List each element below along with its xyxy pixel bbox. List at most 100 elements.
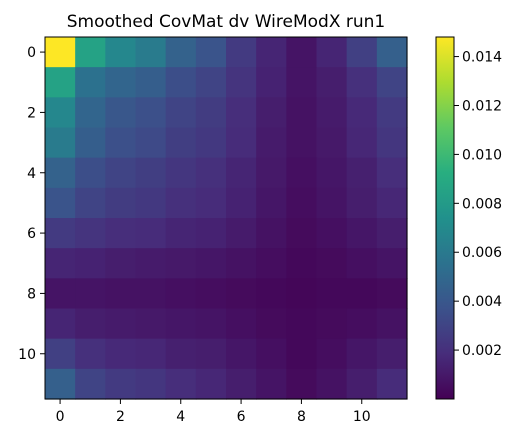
heatmap-cell	[105, 278, 137, 310]
y-tick-label: 0	[27, 45, 36, 61]
heatmap-cell	[256, 278, 287, 310]
heatmap-cell	[346, 308, 378, 340]
heatmap-cell	[135, 278, 167, 310]
heatmap-cell	[165, 157, 197, 189]
heatmap-cell	[256, 67, 287, 98]
heatmap-cell	[256, 37, 287, 68]
heatmap-cell	[376, 368, 408, 400]
heatmap-cell	[226, 368, 257, 400]
heatmap-cell	[346, 248, 378, 279]
y-tick-label: 8	[27, 286, 36, 302]
heatmap-cell	[165, 97, 197, 129]
heatmap-cell	[226, 187, 257, 219]
heatmap-cell	[316, 368, 348, 400]
heatmap-cell	[346, 338, 378, 370]
heatmap-cell	[135, 338, 167, 370]
heatmap-cell	[165, 308, 197, 340]
heatmap-cell	[195, 67, 227, 98]
heatmap-cell	[45, 97, 76, 129]
heatmap-cell	[256, 127, 287, 159]
heatmap-cell	[45, 308, 76, 340]
heatmap-cell	[376, 278, 408, 310]
heatmap-cell	[316, 37, 348, 68]
heatmap-cell	[165, 218, 197, 249]
colorbar-axis: 0.002 0.004 0.006 0.008 0.010 0.012 0.014	[454, 50, 502, 359]
heatmap-cell	[105, 157, 137, 189]
heatmap-cell	[45, 37, 76, 68]
heatmap-cell	[105, 187, 137, 219]
heatmap-cell	[105, 37, 137, 68]
heatmap-cell	[286, 278, 318, 310]
heatmap-cell	[75, 308, 106, 340]
heatmap-cell	[75, 127, 106, 159]
heatmap-cell	[135, 67, 167, 98]
heatmap-cell	[286, 187, 318, 219]
y-tick-label: 10	[18, 347, 36, 363]
heatmap-cell	[376, 248, 408, 279]
heatmap-cell	[376, 308, 408, 340]
heatmap-cell	[226, 218, 257, 249]
heatmap-cell	[75, 187, 106, 219]
heatmap-cell	[105, 338, 137, 370]
heatmap-cell	[286, 308, 318, 340]
heatmap-cell	[165, 187, 197, 219]
heatmap-cell	[346, 97, 378, 129]
heatmap-cell	[286, 127, 318, 159]
heatmap-cell	[165, 278, 197, 310]
heatmap-cell	[226, 67, 257, 98]
heatmap-cell	[376, 67, 408, 98]
heatmap-cell	[165, 127, 197, 159]
colorbar-tick-label: 0.014	[462, 50, 502, 66]
heatmap-cell	[226, 37, 257, 68]
heatmap-frame	[44, 36, 408, 400]
heatmap-cell	[135, 37, 167, 68]
heatmap-cell	[105, 218, 137, 249]
heatmap-cell	[195, 278, 227, 310]
heatmap-cell	[286, 157, 318, 189]
heatmap-cell	[346, 67, 378, 98]
heatmap-cell	[195, 338, 227, 370]
heatmap-cell	[105, 248, 137, 279]
heatmap-cell	[376, 37, 408, 68]
colorbar-tick-label: 0.008	[462, 196, 502, 212]
heatmap-cell	[105, 67, 137, 98]
heatmap-cell	[226, 127, 257, 159]
heatmap-cell	[135, 308, 167, 340]
x-tick-label: 6	[237, 409, 246, 425]
heatmap-cell	[376, 157, 408, 189]
heatmap-cell	[256, 308, 287, 340]
heatmap-cell	[75, 368, 106, 400]
heatmap-cell	[316, 248, 348, 279]
heatmap-cell	[135, 187, 167, 219]
heatmap-cell	[256, 187, 287, 219]
heatmap-cell	[105, 127, 137, 159]
heatmap-cell	[45, 218, 76, 249]
heatmap-cell	[346, 157, 378, 189]
heatmap-cell	[165, 368, 197, 400]
colorbar-tick-label: 0.004	[462, 294, 502, 310]
heatmap-cell	[45, 278, 76, 310]
heatmap-cell	[256, 157, 287, 189]
heatmap-cell	[195, 248, 227, 279]
heatmap-cell	[105, 368, 137, 400]
heatmap-cell	[105, 308, 137, 340]
heatmap-cell	[256, 338, 287, 370]
heatmap-cell	[316, 157, 348, 189]
heatmap-cell	[195, 127, 227, 159]
heatmap-cell	[135, 97, 167, 129]
heatmap-cell	[316, 67, 348, 98]
heatmap-cell	[45, 67, 76, 98]
x-axis: 0 2 4 6 8 10	[56, 399, 371, 425]
heatmap-cell	[316, 187, 348, 219]
x-tick-label: 10	[353, 409, 371, 425]
heatmap-cell	[135, 218, 167, 249]
heatmap-cell	[226, 338, 257, 370]
heatmap-cell	[256, 97, 287, 129]
heatmap-cell	[195, 157, 227, 189]
colorbar-tick-label: 0.002	[462, 343, 502, 359]
heatmap-cell	[286, 338, 318, 370]
heatmap-cell	[226, 278, 257, 310]
heatmap-cell	[45, 157, 76, 189]
heatmap-cell	[346, 187, 378, 219]
heatmap-cell	[75, 67, 106, 98]
